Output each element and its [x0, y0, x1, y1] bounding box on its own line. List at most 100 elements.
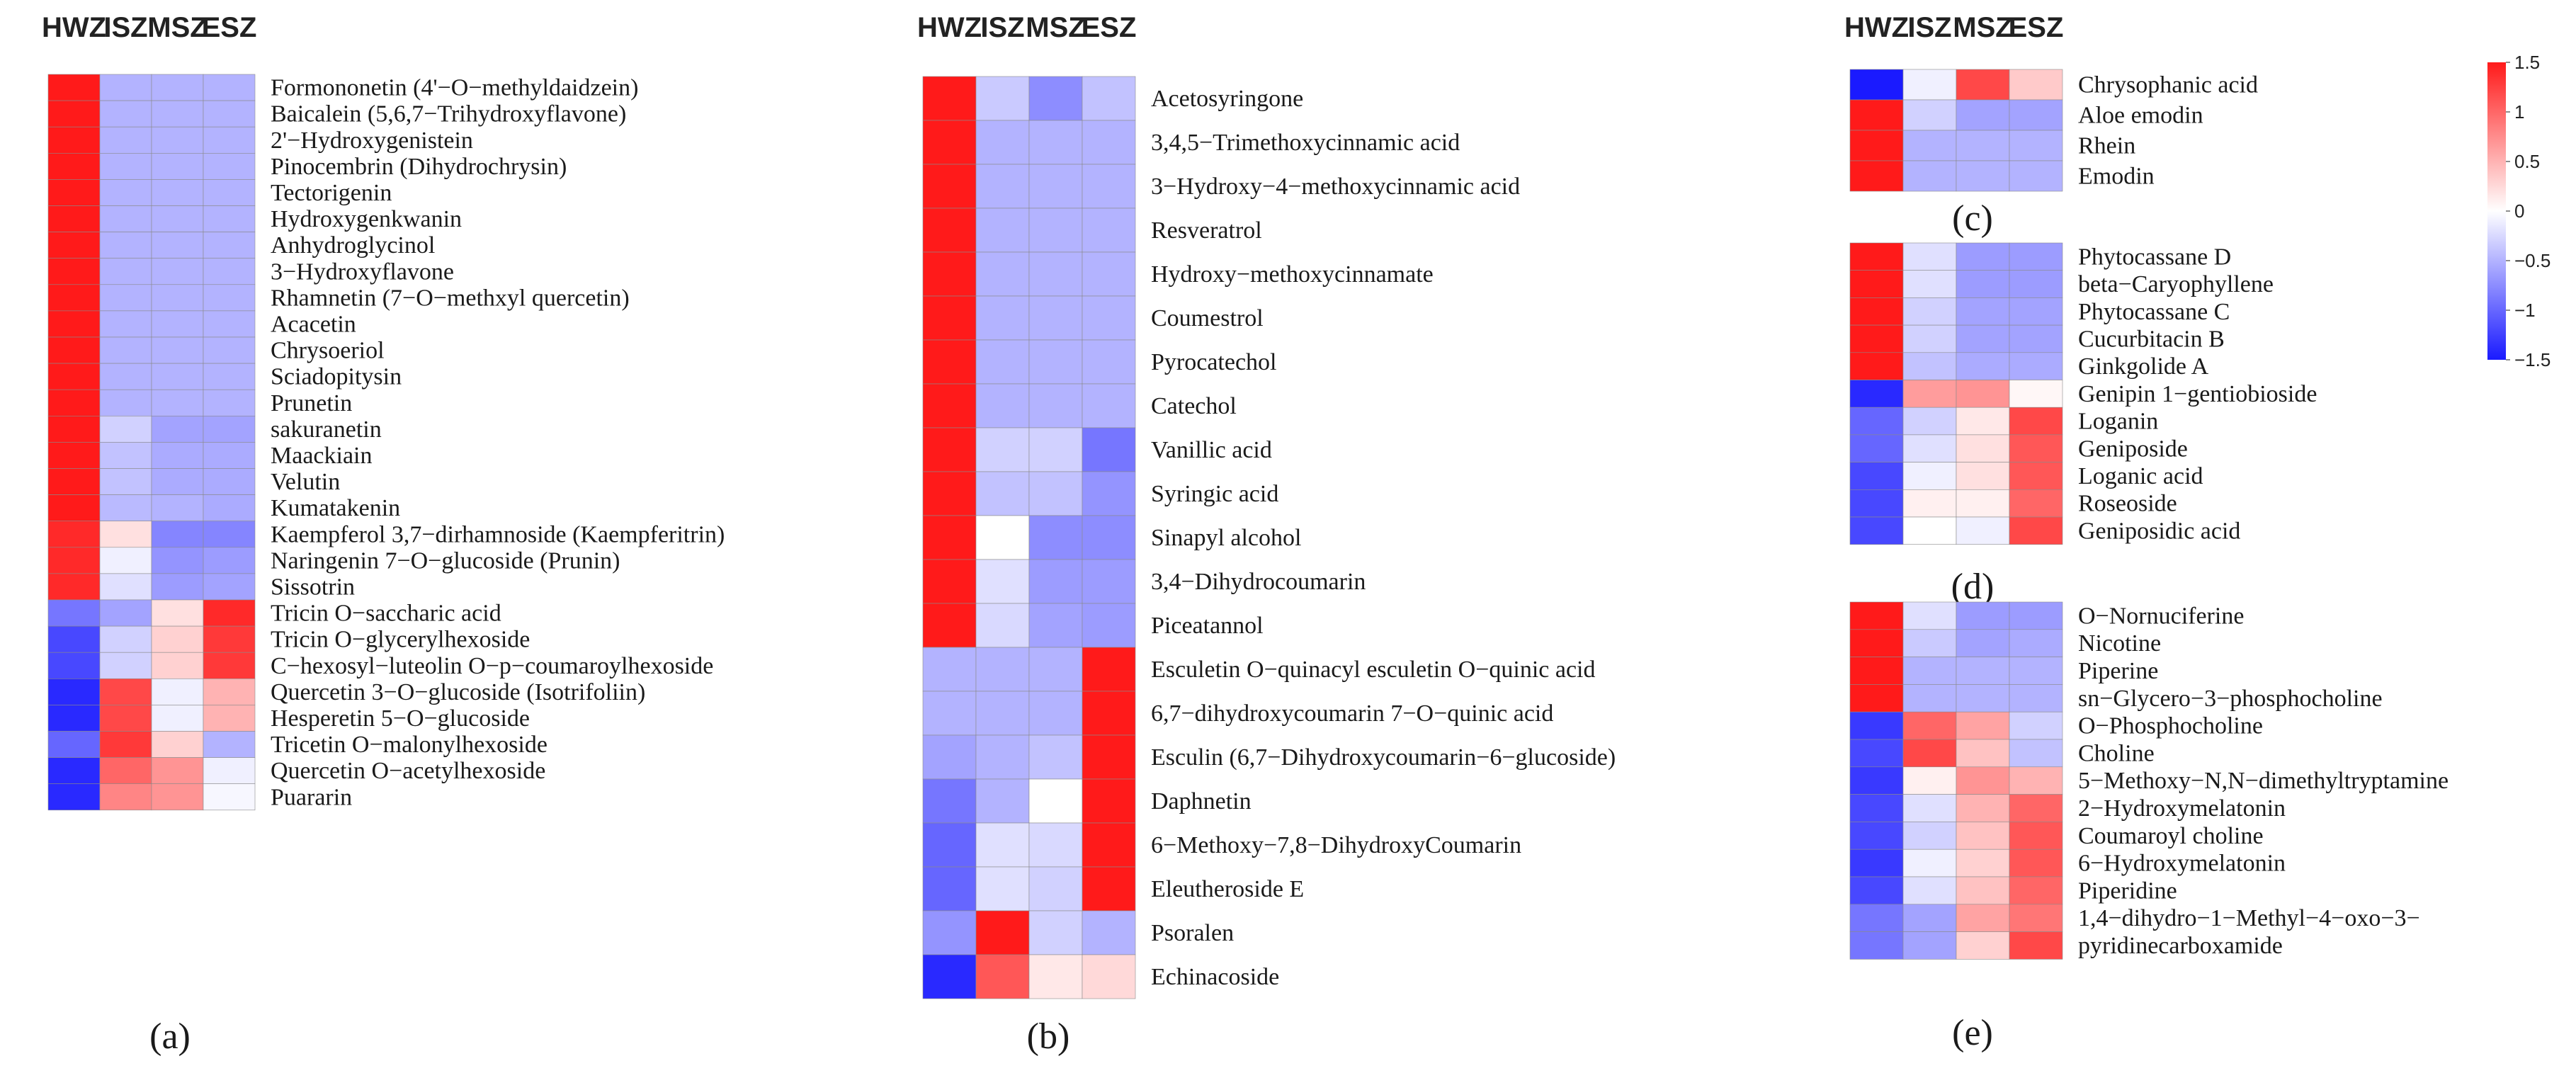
- heatmap-cell: [1956, 462, 2010, 490]
- heatmap-cell: [203, 783, 256, 811]
- row-label: Prunetin: [271, 390, 352, 416]
- heatmap-cell: [2009, 270, 2063, 298]
- heatmap-cell: [203, 284, 256, 312]
- heatmap-cell: [1849, 242, 1904, 271]
- colorbar-tick-label: −1: [2514, 300, 2536, 321]
- row-label: Vanillic acid: [1151, 437, 1272, 463]
- column-header-msz: MSZ: [1026, 12, 1085, 43]
- heatmap-cell: [2009, 931, 2063, 960]
- heatmap-cell: [922, 603, 977, 648]
- panel-e: O−NornuciferineNicotinePiperinesn−Glycer…: [1849, 601, 2449, 1053]
- row-label: 1,4−dihydro−1−Methyl−4−oxo−3−: [2078, 905, 2420, 931]
- heatmap-cell: [922, 515, 977, 560]
- row-label: Coumaroyl choline: [2078, 823, 2264, 849]
- heatmap-cell: [1849, 794, 1904, 822]
- heatmap-cell: [1902, 407, 1957, 436]
- heatmap-cell: [1956, 270, 2010, 298]
- heatmap-cell: [1902, 766, 1957, 795]
- heatmap-cell: [1849, 739, 1904, 768]
- heatmap-cell: [975, 164, 1030, 209]
- row-label: Nicotine: [2078, 630, 2161, 657]
- heatmap-cell: [1028, 559, 1083, 604]
- heatmap-cell: [47, 389, 101, 416]
- row-label: Tricin O−saccharic acid: [271, 601, 501, 627]
- heatmap-cell: [47, 731, 101, 758]
- row-label: Emodin: [2078, 164, 2155, 190]
- heatmap-cell: [99, 232, 152, 259]
- row-label: beta−Caryophyllene: [2078, 271, 2274, 297]
- heatmap-cell: [151, 205, 204, 232]
- heatmap-cell: [99, 415, 152, 443]
- heatmap-cell: [1028, 603, 1083, 648]
- heatmap-cell: [2009, 434, 2063, 462]
- heatmap-cell: [1028, 164, 1083, 209]
- heatmap-cell: [1849, 324, 1904, 353]
- heatmap-cell: [151, 731, 204, 758]
- heatmap-cell: [1849, 380, 1904, 408]
- heatmap-cell: [1082, 954, 1136, 999]
- heatmap-cell: [99, 153, 152, 180]
- heatmap-cell: [1956, 324, 2010, 353]
- heatmap-cell: [203, 442, 256, 469]
- heatmap-cell: [99, 442, 152, 469]
- heatmap-cell: [2009, 794, 2063, 822]
- heatmap-cell: [1902, 629, 1957, 657]
- heatmap-cell: [151, 652, 204, 679]
- heatmap-cell: [203, 310, 256, 338]
- column-header-isz: ISZ: [1907, 12, 1951, 43]
- heatmap-cell: [151, 389, 204, 416]
- heatmap-cell: [922, 295, 977, 341]
- heatmap-cell: [975, 691, 1030, 736]
- heatmap-cell: [47, 153, 101, 180]
- column-header-hwz: HWZ: [42, 12, 106, 43]
- heatmap-cell: [151, 363, 204, 390]
- heatmap-cell: [203, 205, 256, 232]
- row-label: Naringenin 7−O−glucoside (Prunin): [271, 547, 620, 574]
- heatmap-cell: [1849, 130, 1904, 161]
- heatmap-cell: [47, 363, 101, 390]
- heatmap-cell: [1902, 516, 1957, 545]
- row-label: 2'−Hydroxygenistein: [271, 127, 473, 154]
- row-label: Baicalein (5,6,7−Trihydroxyflavone): [271, 101, 626, 127]
- heatmap-cell: [203, 126, 256, 154]
- heatmap-cell: [47, 783, 101, 811]
- heatmap-cell: [1956, 711, 2010, 740]
- heatmap-cell: [1028, 427, 1083, 472]
- heatmap-cell: [1849, 822, 1904, 850]
- heatmap-cell: [1956, 69, 2010, 101]
- row-label: Chrysoeriol: [271, 338, 385, 364]
- heatmap-cell: [2009, 739, 2063, 768]
- heatmap-cell: [151, 783, 204, 811]
- column-header-isz: ISZ: [103, 12, 147, 43]
- heatmap-cell: [1956, 489, 2010, 518]
- heatmap-cell: [47, 625, 101, 653]
- heatmap-cell: [203, 74, 256, 101]
- heatmap-cell: [1902, 739, 1957, 768]
- heatmap-cell: [975, 295, 1030, 341]
- heatmap-cell: [1028, 339, 1083, 385]
- colorbar-tick-label: 0.5: [2514, 151, 2540, 172]
- row-label: Sciadopitysin: [271, 364, 402, 390]
- heatmap-cell: [47, 100, 101, 127]
- heatmap-cell: [975, 515, 1030, 560]
- row-label: Formononetin (4'−O−methyldaidzein): [271, 75, 638, 101]
- heatmap-cell: [1956, 297, 2010, 326]
- row-label: Tricetin O−malonylhexoside: [271, 732, 547, 758]
- heatmap-cell: [1849, 876, 1904, 905]
- heatmap-cell: [203, 336, 256, 364]
- heatmap-cell: [99, 363, 152, 390]
- heatmap-cell: [1082, 383, 1136, 428]
- heatmap-cell: [922, 339, 977, 385]
- heatmap-cell: [1956, 904, 2010, 932]
- heatmap-cell: [1082, 691, 1136, 736]
- row-label: Quercetin O−acetylhexoside: [271, 758, 545, 784]
- row-label: C−hexosyl−luteolin O−p−coumaroylhexoside: [271, 653, 713, 679]
- heatmap-cell: [1956, 794, 2010, 822]
- heatmap-cell: [1902, 297, 1957, 326]
- row-label: Sinapyl alcohol: [1151, 525, 1301, 551]
- heatmap-cell: [99, 205, 152, 232]
- heatmap-cell: [1082, 734, 1136, 780]
- heatmap-cell: [151, 100, 204, 127]
- row-label: Geniposide: [2078, 436, 2188, 462]
